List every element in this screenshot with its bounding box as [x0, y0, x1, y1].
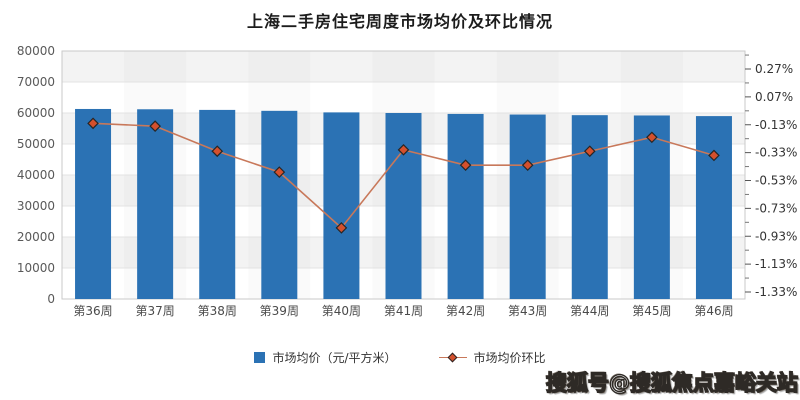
y-axis-right-label: -1.13%	[755, 257, 797, 271]
y-axis-left-label: 10000	[17, 261, 55, 275]
line-marker-第39周[interactable]	[273, 166, 286, 178]
line-marker-第43周[interactable]	[521, 159, 534, 172]
y-axis-left-label: 50000	[17, 137, 55, 151]
line-marker-第46周[interactable]	[708, 149, 720, 162]
y-axis-left-label: 70000	[17, 75, 55, 89]
legend-price-label: 市场均价（元/平方米）	[272, 351, 397, 365]
y-axis-right-label: -0.73%	[755, 201, 797, 215]
bar-第43周[interactable]	[509, 114, 546, 299]
line-marker-第38周[interactable]	[211, 145, 224, 158]
line-marker-第40周[interactable]	[335, 222, 348, 234]
x-axis-label: 第37周	[135, 304, 174, 318]
legend-pct-label: 市场均价环比	[473, 351, 546, 365]
legend-item-pct[interactable]: 市场均价环比	[438, 349, 546, 366]
y-axis-left-label: 60000	[17, 106, 55, 120]
y-axis-right-label: -0.93%	[755, 229, 797, 243]
bar-swatch-icon	[254, 352, 266, 363]
legend-item-price[interactable]: 市场均价（元/平方米）	[254, 349, 397, 366]
bar-第44周[interactable]	[571, 115, 608, 299]
x-axis-label: 第36周	[73, 304, 112, 318]
bar-第46周[interactable]	[695, 116, 732, 299]
y-axis-right-label: 0.27%	[755, 62, 793, 76]
bar-第37周[interactable]	[137, 109, 174, 299]
x-axis-label: 第41周	[384, 304, 423, 318]
y-axis-left-label: 20000	[17, 230, 55, 244]
line-marker-第36周[interactable]	[87, 117, 99, 130]
line-marker-icon	[438, 352, 467, 363]
bar-第36周[interactable]	[75, 108, 112, 299]
plot-band	[62, 82, 745, 113]
y-axis-right-label: -0.53%	[755, 174, 797, 188]
y-axis-left-label: 0	[47, 292, 55, 306]
x-axis-label: 第46周	[694, 304, 733, 318]
legend: 市场均价（元/平方米） 市场均价环比	[0, 349, 800, 366]
y-axis-left-label: 40000	[17, 168, 55, 182]
bar-第42周[interactable]	[447, 113, 484, 300]
bar-第45周[interactable]	[633, 115, 670, 299]
line-marker-第42周[interactable]	[459, 159, 472, 172]
line-marker-第37周[interactable]	[149, 120, 161, 132]
line-marker-第41周[interactable]	[397, 143, 410, 156]
bar-第38周[interactable]	[199, 109, 236, 300]
plot-band	[62, 51, 745, 82]
x-axis-label: 第38周	[198, 304, 237, 318]
y-axis-left-label: 30000	[17, 199, 55, 213]
y-axis-right-label: 0.07%	[755, 90, 793, 104]
x-axis-label: 第40周	[322, 304, 361, 318]
line-marker-第45周[interactable]	[646, 131, 658, 144]
chart-title: 上海二手房住宅周度市场均价及环比情况	[246, 12, 553, 31]
x-axis-label: 第44周	[570, 304, 609, 318]
line-marker-第44周[interactable]	[583, 145, 596, 158]
bar-第41周[interactable]	[385, 113, 422, 299]
watermark-text: 搜狐号@搜狐焦点嘉峪关站	[545, 370, 798, 395]
y-axis-right-label: -1.33%	[755, 285, 797, 299]
bar-第40周[interactable]	[323, 112, 360, 299]
x-axis-label: 第42周	[446, 304, 485, 318]
bar-第39周[interactable]	[261, 110, 298, 299]
x-axis-label: 第43周	[508, 304, 547, 318]
x-axis-label: 第45周	[632, 304, 671, 318]
y-axis-right-label: -0.13%	[755, 118, 797, 132]
y-axis-right-label: -0.33%	[755, 146, 797, 160]
y-axis-left-label: 80000	[17, 44, 55, 58]
x-axis-label: 第39周	[260, 304, 299, 318]
